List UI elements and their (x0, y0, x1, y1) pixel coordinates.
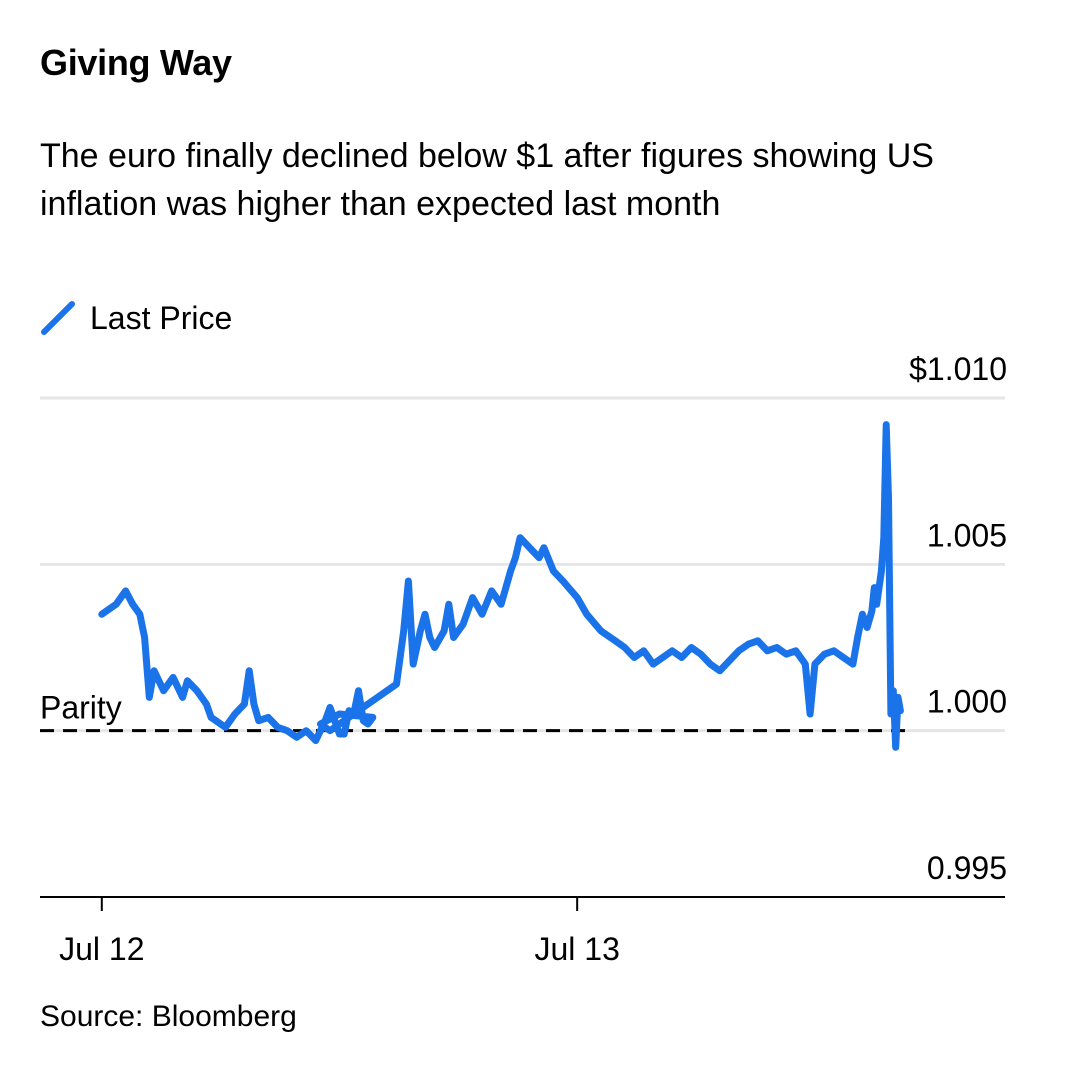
legend-label: Last Price (90, 299, 233, 336)
legend-swatch-icon (41, 301, 75, 335)
y-tick-label: $1.010 (909, 351, 1007, 387)
chart-subtitle: The euro finally declined below $1 after… (40, 137, 934, 223)
source-note: Source: Bloomberg (40, 1000, 297, 1033)
y-tick-label: 0.995 (927, 850, 1007, 886)
y-tick-label: 1.005 (927, 517, 1007, 553)
y-tick-label: 1.000 (927, 684, 1007, 720)
x-tick-label: Jul 12 (59, 931, 144, 967)
parity-label: Parity (40, 690, 122, 726)
x-tick-label: Jul 13 (534, 931, 619, 967)
legend: Last Price (40, 298, 232, 338)
chart-title: Giving Way (40, 42, 232, 83)
series-line-last-price (98, 421, 904, 751)
